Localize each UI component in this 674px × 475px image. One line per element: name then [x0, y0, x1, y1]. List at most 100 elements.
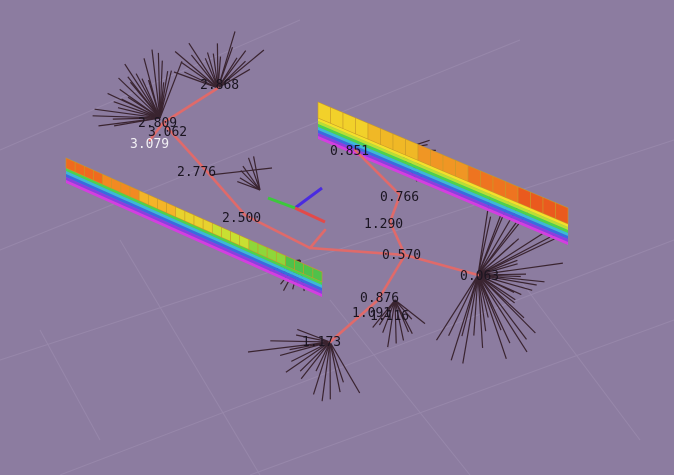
leaf-strand: [329, 341, 344, 383]
leaf-strand: [477, 274, 507, 359]
leaf-strand: [394, 299, 410, 333]
leaf-strand: [315, 341, 331, 372]
leaf-strand: [216, 43, 219, 89]
edge-label-0766: 0.766: [380, 190, 419, 205]
leaf-strand: [477, 263, 518, 276]
slab-cell: [555, 202, 569, 225]
tree-edges: [148, 86, 480, 344]
leaf-strand: [237, 181, 261, 191]
leaf-strand: [477, 274, 502, 331]
leaf-strand: [477, 274, 484, 348]
leaf-strand: [435, 274, 479, 341]
leaf-strand: [212, 53, 219, 89]
leaf-strand: [94, 108, 161, 119]
leaf-strand: [159, 70, 172, 119]
edge-label-2809: 2.809: [138, 116, 177, 131]
leaf-strand: [159, 61, 183, 119]
edge-label-0851: 0.851: [330, 144, 369, 159]
leaf-strand: [477, 274, 545, 283]
leaf-strand: [113, 101, 161, 119]
leaf-strand: [329, 341, 361, 394]
leaf-strand: [450, 274, 479, 361]
slab-stripe: [318, 121, 568, 230]
floor-grid: [0, 19, 674, 475]
leaf-strand: [253, 156, 261, 191]
leaf-strand: [174, 51, 219, 89]
slab-cell: [312, 267, 323, 283]
slab-stripe: [66, 174, 322, 291]
leaf-strand: [394, 299, 413, 320]
leaf-strand: [121, 98, 161, 119]
leaf-strand: [117, 107, 161, 119]
leaf-strand: [477, 242, 515, 276]
leaf-strand: [217, 46, 234, 89]
leaf-strand: [477, 274, 487, 332]
leaf-strand: [477, 216, 492, 276]
leaf-strand: [143, 58, 161, 119]
leaf-strand: [92, 115, 161, 119]
leaf-strand: [477, 274, 489, 318]
leaf-strand: [321, 341, 331, 402]
leaf-strand: [477, 274, 527, 340]
edge-label-0063: 0.063: [460, 269, 499, 284]
leaf-strand: [217, 68, 251, 89]
leaf-strand: [394, 299, 405, 341]
leaf-strand: [473, 274, 479, 336]
leaf-strand: [157, 52, 161, 119]
leaf-strand: [477, 237, 556, 276]
leaf-strand: [206, 52, 219, 89]
edge-label-1290: 1.290: [364, 217, 403, 232]
leaf-strand: [312, 341, 331, 395]
slab-stripe: [66, 180, 322, 297]
leaf-strand: [173, 71, 219, 89]
leaf-strand: [477, 274, 537, 286]
leaf-strand: [124, 63, 161, 119]
leaf-strand: [285, 341, 331, 373]
leaf-strand: [387, 299, 396, 348]
edge-label-3079: 3.079: [130, 137, 169, 152]
edge-label-2776: 2.776: [177, 165, 216, 180]
leaf-strand: [299, 341, 331, 372]
leaf-strand: [209, 167, 273, 176]
edge-label-1091: 1.091: [352, 306, 391, 321]
leaf-strand: [477, 274, 515, 304]
leaf-strand: [477, 274, 536, 334]
leaf-strand: [247, 341, 331, 353]
right-histogram-slab: [317, 101, 569, 245]
leaf-strand: [477, 232, 545, 276]
leaf-strand: [119, 88, 161, 119]
leaf-strand: [291, 341, 331, 362]
leaf-strand: [448, 274, 479, 336]
leaf-strand: [279, 341, 331, 356]
leaf-strand: [477, 274, 515, 293]
leaf-strand: [477, 233, 556, 276]
edge-label-0876: 0.876: [360, 291, 399, 306]
leaf-strand: [159, 60, 163, 119]
leaf-strand: [382, 299, 396, 333]
leaf-strand: [378, 299, 396, 326]
leaf-strand: [188, 42, 219, 89]
leaf-strand: [184, 71, 219, 89]
slab-stripe: [318, 118, 568, 227]
leaf-strand: [190, 54, 219, 89]
leaf-strand: [329, 341, 341, 393]
slab-stripe: [318, 124, 568, 233]
leaf-strand: [242, 165, 261, 191]
edge-label-2868: 2.868: [200, 78, 239, 93]
leaf-strand: [300, 341, 331, 380]
edge-label-1173: 1.173: [302, 335, 341, 350]
leaf-strand: [270, 340, 331, 343]
leaf-strand: [462, 274, 479, 364]
left-histogram-slab: [65, 157, 323, 297]
leaf-strand: [217, 50, 247, 89]
leaf-strand: [151, 49, 161, 119]
leaf-strand: [394, 299, 397, 344]
slab-stripe: [318, 136, 568, 245]
leaf-strand: [240, 170, 261, 191]
leaf-strand: [127, 76, 161, 119]
slab-stripe: [66, 177, 322, 294]
slab-stripe: [66, 168, 322, 285]
edge-label-2500: 2.500: [222, 211, 261, 226]
